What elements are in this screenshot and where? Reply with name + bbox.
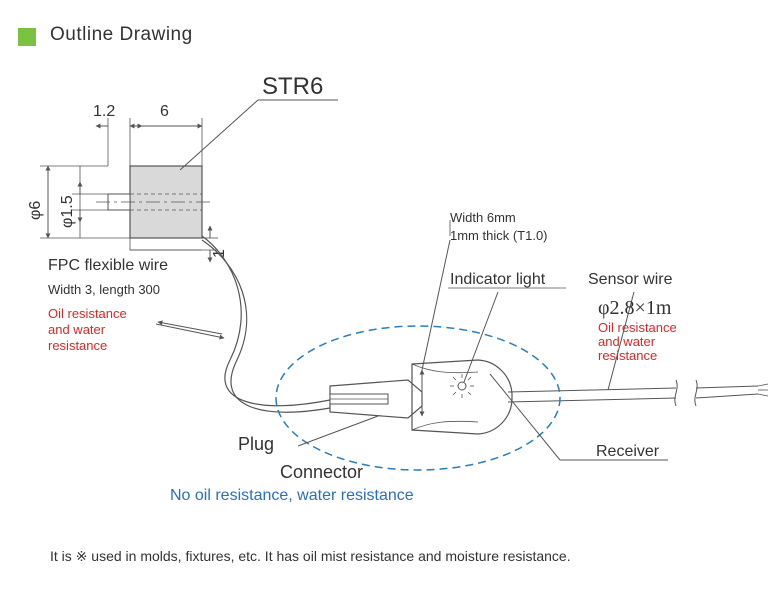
part-name: STR6: [262, 73, 323, 100]
dim-phi6-text: φ6: [27, 201, 44, 220]
width-6mm-text: Width 6mm: [450, 210, 516, 225]
dim-12-text: 1.2: [93, 103, 115, 120]
indicator-dot: [458, 382, 466, 390]
receiver-label: Receiver: [596, 443, 660, 460]
sensor-note-3: resistance: [598, 348, 657, 363]
sensor-wire-bot: [508, 398, 676, 402]
step-1mm: [130, 238, 202, 250]
indicator-leader: [464, 292, 498, 382]
fpc-spec: Width 3, length 300: [48, 282, 160, 297]
outline-drawing: 1.2 6 φ6 φ1.5 1: [0, 60, 770, 520]
strand-3: [758, 394, 768, 396]
connector-label: Connector: [280, 462, 363, 482]
plug-group: [330, 380, 422, 418]
break-2: [695, 380, 697, 406]
dim-phi15-text: φ1.5: [59, 195, 76, 228]
fpc-leader-line: [156, 324, 224, 338]
sensor-spec: φ2.8×1m: [598, 297, 672, 319]
fpc-note-3: resistance: [48, 338, 107, 353]
fpc-note-1: Oil resistance: [48, 306, 127, 321]
fpc-wire-top: [202, 236, 330, 406]
sensor-wire-bot-2: [696, 394, 758, 398]
footnote: It is ※ used in molds, fixtures, etc. It…: [50, 548, 571, 565]
sensor-note-1: Oil resistance: [598, 320, 677, 335]
connector-ellipse: [276, 326, 560, 470]
sensor-label: Sensor wire: [588, 271, 673, 288]
receiver-ridge-2: [412, 421, 478, 430]
fpc-label: FPC flexible wire: [48, 257, 168, 274]
sensor-wire-top-2: [696, 386, 758, 388]
heading-accent-box: [18, 28, 36, 46]
receiver-leader-1: [490, 374, 560, 460]
thick-1mm-text: 1mm thick (T1.0): [450, 228, 548, 243]
strand-1: [758, 384, 768, 386]
sensor-note-2: and water: [598, 334, 656, 349]
indicator-label: Indicator light: [450, 271, 546, 288]
width-leader: [422, 240, 450, 370]
fpc-leader: [158, 322, 222, 334]
drawing-svg: 1.2 6 φ6 φ1.5 1: [0, 60, 770, 520]
fpc-note-2: and water: [48, 322, 106, 337]
fpc-wire-bot: [202, 240, 330, 412]
str6-leader: [180, 100, 258, 170]
page-title: Outline Drawing: [50, 24, 193, 46]
sensor-wire-top: [508, 388, 676, 392]
indicator-rays: [450, 374, 474, 398]
receiver-group: [412, 360, 512, 434]
connector-no-res: No oil resistance, water resistance: [170, 487, 414, 504]
dim-6-text: 6: [160, 103, 169, 120]
plug-leader: [298, 416, 378, 446]
dim-1-text: 1: [211, 249, 228, 258]
plug-label: Plug: [238, 434, 274, 454]
break-1: [675, 380, 677, 406]
